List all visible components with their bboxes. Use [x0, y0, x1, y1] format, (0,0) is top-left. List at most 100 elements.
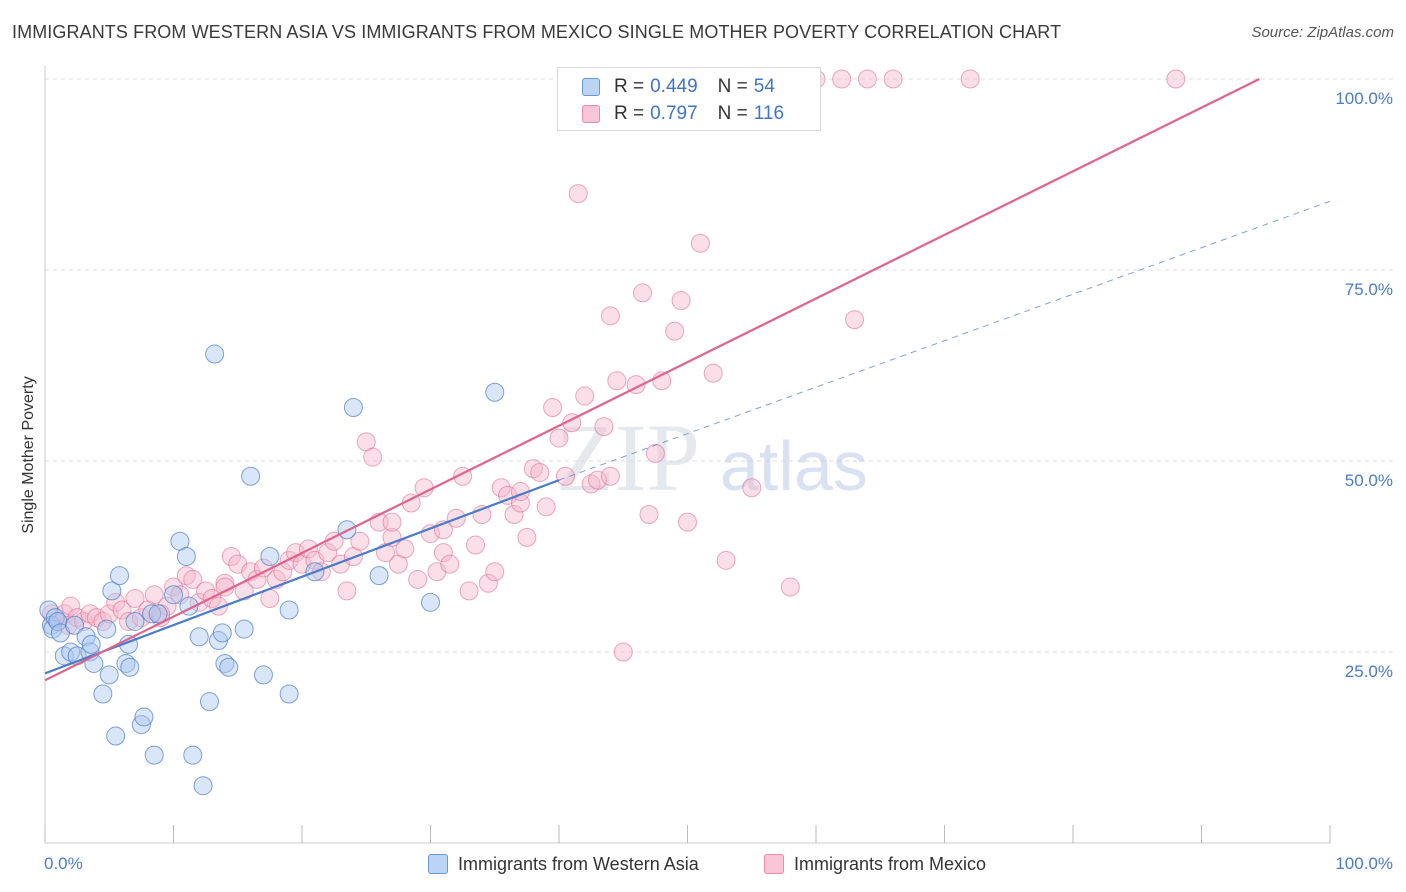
mexico-point [568, 184, 588, 204]
mexico-point [119, 611, 139, 631]
n-value: 54 [753, 76, 775, 97]
western-asia-point [125, 611, 145, 631]
western-asia-point [205, 344, 225, 364]
western-asia-point [193, 776, 213, 796]
mexico-point [690, 233, 710, 253]
legend-item-mexico[interactable]: Immigrants from Mexico [764, 851, 986, 877]
western-asia-point [234, 619, 254, 639]
r-label: R = [614, 76, 645, 97]
mexico-point [440, 554, 460, 574]
western-asia-point [199, 692, 219, 712]
mexico-point [382, 512, 402, 532]
mexico-point [703, 363, 723, 383]
mexico-point [645, 443, 665, 463]
mexico-legend-label: Immigrants from Mexico [794, 853, 987, 874]
mexico-point [536, 497, 556, 517]
mexico-point [588, 470, 608, 490]
mexico-point [408, 569, 428, 589]
western-asia-point [189, 627, 209, 647]
r-value: 0.449 [650, 76, 698, 97]
r-label: R = [614, 103, 645, 124]
western-asia-point [116, 653, 136, 673]
mexico-point [1166, 69, 1186, 89]
x-tick-label: 0.0% [44, 854, 83, 873]
western-asia-point [148, 604, 168, 624]
mexico-point [607, 371, 627, 391]
mexico-point [600, 306, 620, 326]
western-asia-point [176, 547, 196, 566]
mexico-point [857, 69, 877, 89]
chart-title: IMMIGRANTS FROM WESTERN ASIA VS IMMIGRAN… [12, 22, 1062, 42]
mexico-point [125, 589, 145, 609]
series-mexico-points [41, 69, 1186, 662]
mexico-point [555, 466, 575, 486]
mexico-point [504, 504, 524, 524]
r-value: 0.797 [650, 103, 698, 124]
mexico-point [832, 69, 852, 89]
mexico-point [665, 321, 685, 341]
y-axis-label: Single Mother Poverty [20, 376, 37, 533]
mexico-point [716, 550, 736, 570]
western-asia-legend-label: Immigrants from Western Asia [458, 853, 699, 874]
mexico-point [485, 562, 505, 582]
n-label: N = [717, 103, 748, 124]
western-asia-swatch [582, 78, 600, 96]
tick-labels: 25.0% 50.0% 75.0% 100.0% 0.0% 100.0% [44, 89, 1393, 873]
mexico-legend-swatch [764, 854, 784, 874]
n-label: N = [717, 76, 748, 97]
mexico-point [183, 569, 203, 589]
mexico-point [478, 573, 498, 593]
legend-item-western-asia[interactable]: Immigrants from Western Asia [428, 851, 699, 877]
mexico-trend-line [44, 78, 1260, 682]
watermark: ZIP atlas [556, 404, 868, 511]
mexico-point [318, 543, 338, 563]
mexico-point [491, 478, 511, 498]
mexico-point [363, 447, 383, 467]
mexico-swatch [582, 105, 600, 123]
series-western-asia-points [39, 344, 505, 796]
mexico-point [459, 581, 479, 601]
mexico-point [144, 585, 164, 605]
western-asia-point [81, 634, 101, 654]
mexico-point [594, 417, 614, 437]
western-asia-legend-swatch [428, 854, 448, 874]
mexico-point [112, 600, 132, 620]
n-value: 116 [753, 103, 785, 124]
western-asia-point [369, 566, 389, 586]
mexico-point [350, 531, 370, 551]
mexico-point [678, 512, 697, 532]
western-asia-point [164, 585, 183, 605]
mexico-point [639, 504, 659, 524]
y-tick-label: 75.0% [1345, 280, 1393, 299]
western-asia-point [343, 398, 363, 418]
mexico-point [600, 466, 620, 486]
western-asia-point [241, 466, 261, 486]
stats-row-western-asia: R = 0.449 N = 54 [582, 75, 775, 99]
western-asia-point [215, 653, 235, 673]
western-asia-point [102, 581, 122, 601]
mexico-point [575, 386, 595, 406]
mexico-point [395, 539, 415, 559]
mexico-point [433, 543, 453, 563]
western-asia-point [93, 684, 113, 704]
western-asia-point [110, 566, 130, 586]
western-asia-point [65, 615, 85, 635]
western-asia-point [253, 665, 273, 685]
axes [44, 66, 1331, 844]
mexico-point [517, 527, 537, 547]
y-tick-label: 25.0% [1345, 662, 1393, 681]
mexico-point [742, 478, 762, 498]
mexico-point [221, 547, 241, 566]
western-asia-point [120, 657, 140, 677]
mexico-point [845, 310, 865, 330]
western-asia-point [183, 745, 203, 765]
western-asia-point [279, 684, 299, 704]
mexico-point [613, 642, 633, 662]
mexico-point [164, 577, 183, 597]
mexico-point [549, 428, 569, 448]
western-asia-trend-line [44, 479, 560, 675]
western-asia-point [97, 619, 117, 639]
watermark-atlas: atlas [720, 427, 868, 505]
western-asia-point [212, 623, 232, 643]
mexico-point [530, 462, 550, 482]
